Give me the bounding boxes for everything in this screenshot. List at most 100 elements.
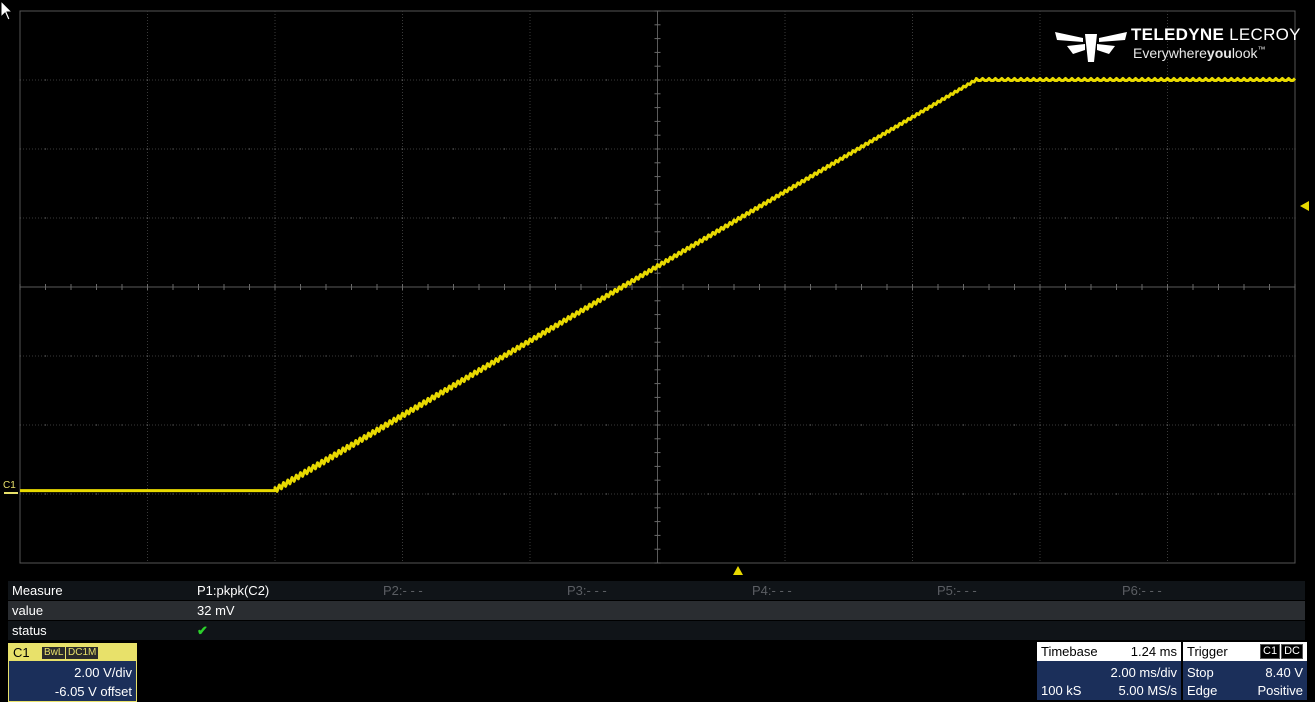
grid-dot xyxy=(835,424,837,426)
grid-dot xyxy=(962,217,965,219)
trigger-position-arrow-icon[interactable] xyxy=(733,566,743,575)
grid-dot xyxy=(478,493,480,495)
grid-dot xyxy=(427,355,429,357)
grid-dot xyxy=(44,286,47,288)
grid-dot xyxy=(19,148,21,150)
grid-dot xyxy=(401,493,404,495)
grid-dot xyxy=(758,355,761,357)
grid-dot xyxy=(1141,286,1143,288)
grid-dot xyxy=(1268,355,1271,357)
grid-dot xyxy=(452,217,455,219)
grid-dot xyxy=(554,286,557,288)
channel-c1-descriptor[interactable]: C1 BwL DC1M 2.00 V/div -6.05 V offset xyxy=(8,643,137,702)
grid-dot xyxy=(631,493,633,495)
grid-dot xyxy=(1039,424,1041,426)
timebase-delay: 1.24 ms xyxy=(1130,644,1177,659)
grid-dot xyxy=(427,493,429,495)
grid-dot xyxy=(146,493,149,495)
param-p4[interactable]: P4:- - - xyxy=(752,583,792,598)
grid-dot xyxy=(146,79,149,81)
grid-dot xyxy=(656,148,659,150)
grid-dot xyxy=(605,79,608,81)
grid-dot xyxy=(1243,424,1245,426)
grid-dot xyxy=(809,424,812,426)
trigger-source-badges: C1 DC xyxy=(1259,644,1303,659)
grid-dot xyxy=(401,424,404,426)
grid-dot xyxy=(1166,286,1169,288)
grid-dot xyxy=(376,148,378,150)
grid-dot xyxy=(962,424,965,426)
trigger-descriptor[interactable]: Trigger C1 DC Stop 8.40 V Edge Positive xyxy=(1183,642,1307,700)
param-p2[interactable]: P2:- - - xyxy=(383,583,423,598)
trigger-slope: Positive xyxy=(1257,683,1303,698)
grid-dot xyxy=(44,424,47,426)
grid-dot xyxy=(299,79,302,81)
grid-dot xyxy=(1294,286,1296,288)
grid-dot xyxy=(503,424,506,426)
grid-dot xyxy=(197,286,200,288)
grid-dot xyxy=(911,217,914,219)
brand-tagline: Everywhereyoulook™ xyxy=(1133,45,1266,61)
value-label: value xyxy=(12,603,44,618)
grid-dot xyxy=(580,148,582,150)
grid-dot xyxy=(988,286,990,288)
grid-dot xyxy=(121,424,123,426)
grid-dot xyxy=(937,286,939,288)
grid-dot xyxy=(172,424,174,426)
grid-dot xyxy=(1090,424,1092,426)
measure-status-row: status ✔ xyxy=(8,621,1305,640)
grid-dot xyxy=(631,79,633,81)
grid-dot xyxy=(580,79,582,81)
grid-dot xyxy=(1217,424,1220,426)
grid-dot xyxy=(197,355,200,357)
grid-dot xyxy=(656,424,659,426)
grid-dot xyxy=(1166,493,1169,495)
grid-dot xyxy=(376,217,378,219)
trigger-level-arrow-icon[interactable] xyxy=(1300,201,1309,211)
grid-dot xyxy=(1166,217,1169,219)
grid-dot xyxy=(554,424,557,426)
grid-dot xyxy=(656,355,659,357)
grid-dot xyxy=(656,217,659,219)
grid-dot xyxy=(733,286,735,288)
grid-dot xyxy=(605,217,608,219)
grid-dot xyxy=(529,355,531,357)
grid-dot xyxy=(860,424,863,426)
grid-dot xyxy=(1141,493,1143,495)
grid-dot xyxy=(1166,355,1169,357)
grid-dot xyxy=(784,217,786,219)
grid-dot xyxy=(580,217,582,219)
timebase-descriptor[interactable]: Timebase 1.24 ms 2.00 ms/div 100 kS 5.00… xyxy=(1037,642,1181,700)
param-p6[interactable]: P6:- - - xyxy=(1122,583,1162,598)
param-p5[interactable]: P5:- - - xyxy=(937,583,977,598)
grid-dot xyxy=(758,79,761,81)
grid-dot xyxy=(1268,286,1271,288)
param-p3[interactable]: P3:- - - xyxy=(567,583,607,598)
param-p1[interactable]: P1:pkpk(C2) xyxy=(197,583,270,598)
grid-dot xyxy=(197,79,200,81)
grid-dot xyxy=(503,286,506,288)
grid-dot xyxy=(1141,424,1143,426)
grid-dot xyxy=(95,79,98,81)
grid-dot xyxy=(121,493,123,495)
grid-dot xyxy=(1141,217,1143,219)
grid-dot xyxy=(223,493,225,495)
grid-dot xyxy=(70,217,72,219)
teledyne-logo-icon xyxy=(1055,32,1127,62)
grid-dot xyxy=(1192,286,1194,288)
grid-dot xyxy=(1243,355,1245,357)
grid-dot xyxy=(580,493,582,495)
grid-dot xyxy=(350,424,353,426)
waveform-display[interactable]: TELEDYNE LECROY Everywhereyoulook™ C1 xyxy=(0,0,1315,580)
grid-dot xyxy=(886,424,888,426)
grid-dot xyxy=(452,493,455,495)
grid-dot xyxy=(1039,217,1041,219)
grid-dot xyxy=(350,493,353,495)
grid-dot xyxy=(911,493,914,495)
grid-dot xyxy=(95,148,98,150)
grid-dot xyxy=(350,148,353,150)
grid-dot xyxy=(1294,355,1296,357)
grid-dot xyxy=(1268,148,1271,150)
grid-dot xyxy=(44,493,47,495)
grid-dot xyxy=(886,355,888,357)
